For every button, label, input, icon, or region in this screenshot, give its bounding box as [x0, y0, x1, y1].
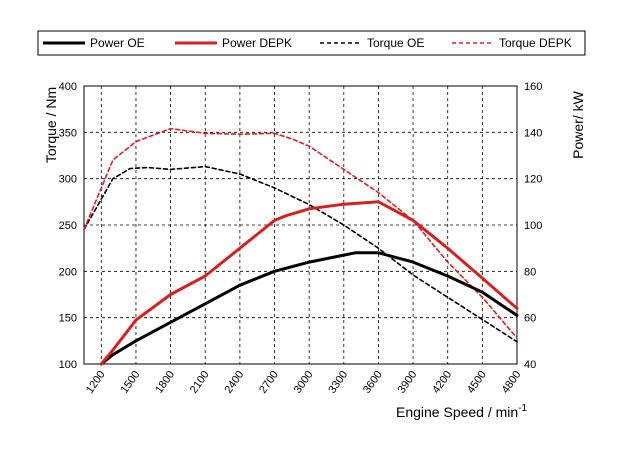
- y-tick-label-left: 350: [59, 127, 77, 139]
- legend-label: Torque OE: [367, 36, 424, 50]
- y-tick-label-left: 100: [59, 359, 77, 371]
- right-axis-ticks: 40 60 80 100 120 140 160: [524, 81, 542, 371]
- y-tick-label-right: 120: [524, 174, 542, 186]
- y-tick-label-right: 160: [524, 81, 542, 93]
- x-tick-label: 4200: [430, 369, 454, 396]
- x-tick-label: 1200: [84, 369, 108, 396]
- legend-label: Power DEPK: [222, 36, 292, 50]
- x-tick-label: 4800: [500, 369, 524, 396]
- plot-area: 100 150 200 250 300 350 400 40 60 80 100 120 140 160…: [59, 81, 543, 396]
- gridlines: [84, 86, 517, 364]
- y-tick-label-left: 150: [59, 313, 77, 325]
- left-axis-ticks: 100 150 200 250 300 350 400: [59, 81, 77, 371]
- y-tick-label-right: 80: [524, 266, 536, 278]
- series-line-power-depk: [99, 200, 519, 366]
- y-tick-label-left: 400: [59, 81, 77, 93]
- y-axis-title-left: Torque / Nm: [43, 87, 59, 163]
- x-axis-title-superscript: -1: [518, 403, 527, 414]
- y-tick-label-right: 60: [524, 313, 536, 325]
- y-tick-label-right: 40: [524, 359, 536, 371]
- series-line-power-oe: [99, 251, 519, 366]
- legend-box: [37, 30, 586, 56]
- legend-label: Power OE: [90, 36, 145, 50]
- legend-label: Torque DEPK: [499, 36, 572, 50]
- x-tick-label: 3600: [361, 369, 385, 396]
- y-tick-label-left: 300: [59, 174, 77, 186]
- x-tick-label: 3000: [292, 369, 316, 396]
- x-tick-label: 4500: [465, 369, 489, 396]
- y-tick-label-right: 140: [524, 127, 542, 139]
- y-tick-label-left: 200: [59, 266, 77, 278]
- series-layer: [83, 127, 519, 366]
- x-tick-label: 1800: [153, 369, 177, 396]
- x-axis-ticks: 1200 1500 1800 2100 2400 2700 3000 3300 3600 3900…: [84, 369, 524, 396]
- x-tick-label: 2400: [222, 369, 246, 396]
- legend: Power OE Power DEPK Torque OE Torque DEPK: [37, 30, 586, 56]
- y-tick-label-right: 100: [524, 220, 542, 232]
- y-tick-label-left: 250: [59, 220, 77, 232]
- x-tick-label: 2700: [257, 369, 281, 396]
- x-tick-label: 1500: [119, 369, 143, 396]
- x-tick-label: 3900: [396, 369, 420, 396]
- x-tick-label: 3300: [326, 369, 350, 396]
- x-tick-label: 2100: [188, 369, 212, 396]
- series-line-torque-oe: [83, 165, 518, 343]
- x-axis-title-text: Engine Speed / min: [396, 404, 518, 420]
- x-axis-title: Engine Speed / min-1: [396, 403, 528, 420]
- series-line-torque-depk: [83, 127, 518, 339]
- y-axis-title-right: Power/ kW: [570, 90, 586, 158]
